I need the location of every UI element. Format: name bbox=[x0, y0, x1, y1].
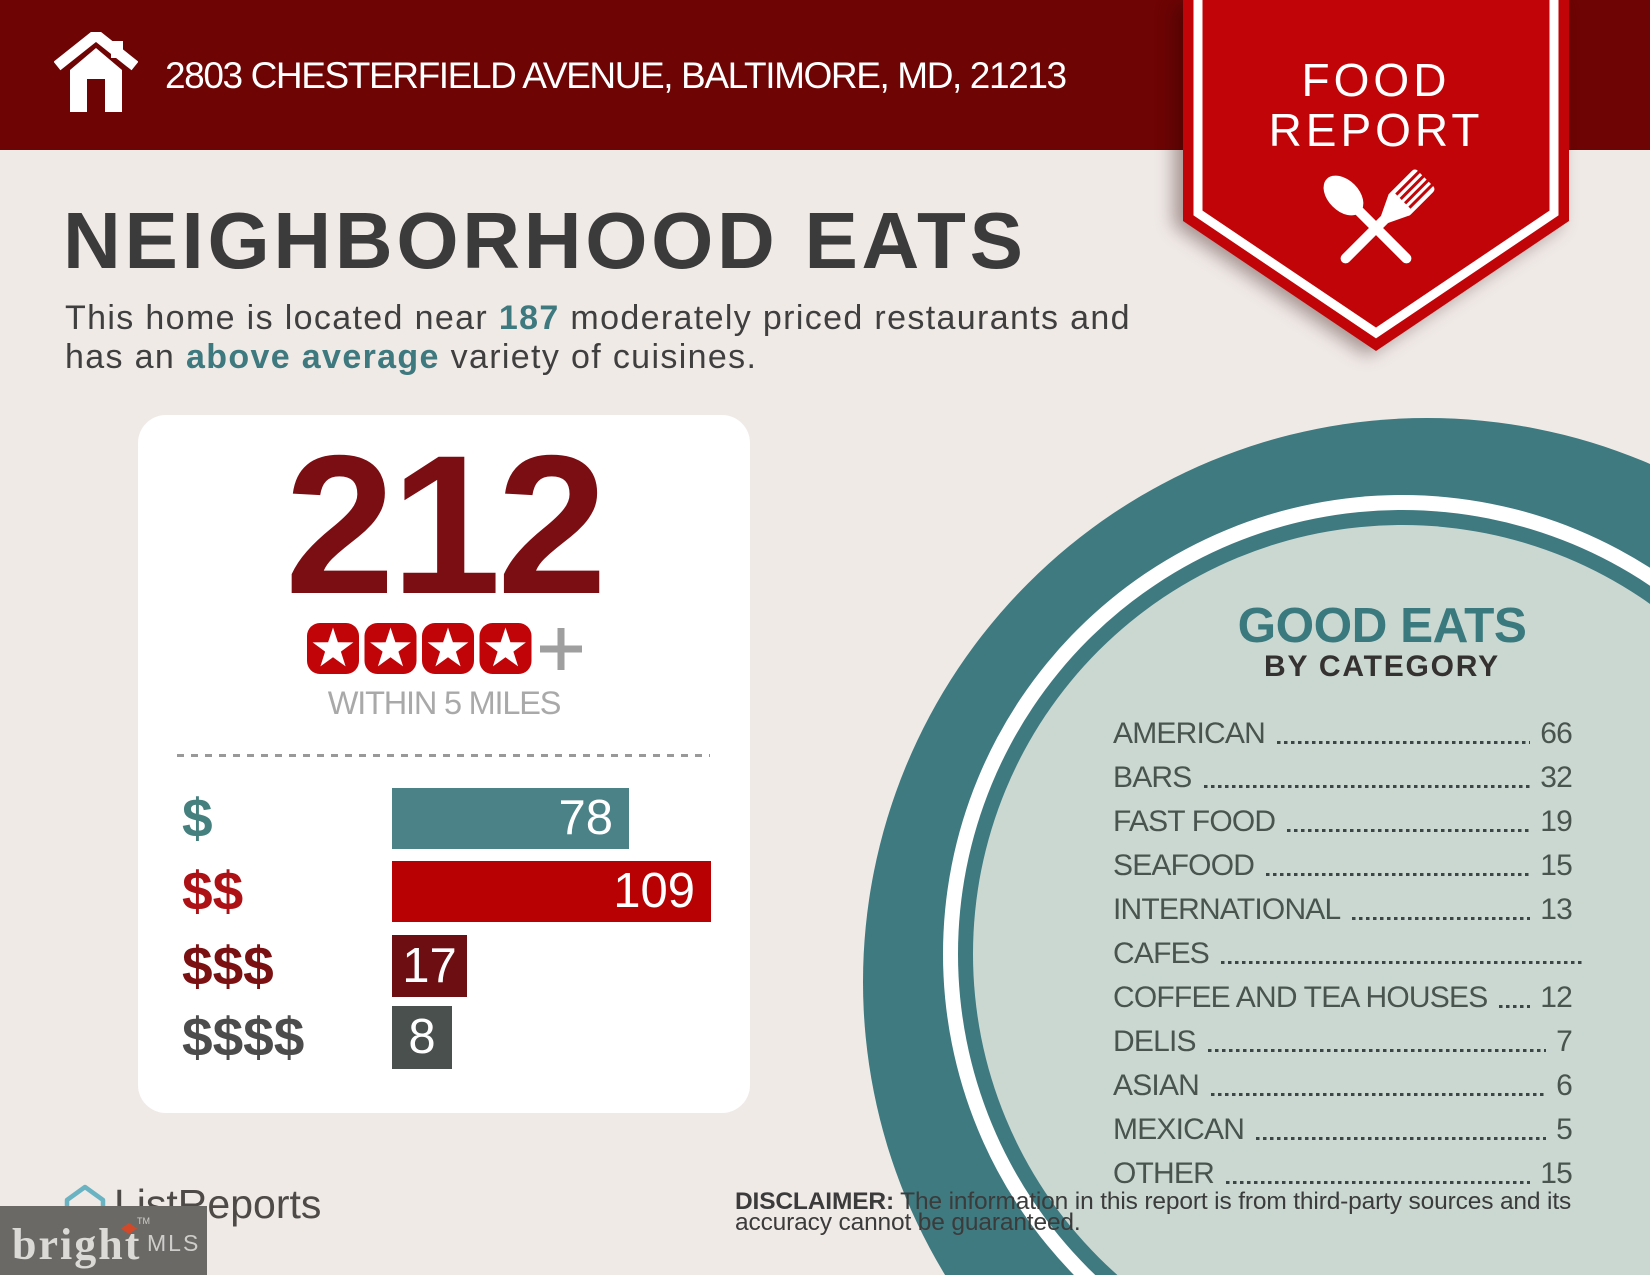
svg-text:FOOD: FOOD bbox=[1302, 54, 1451, 106]
svg-text:REPORT: REPORT bbox=[1269, 104, 1484, 156]
